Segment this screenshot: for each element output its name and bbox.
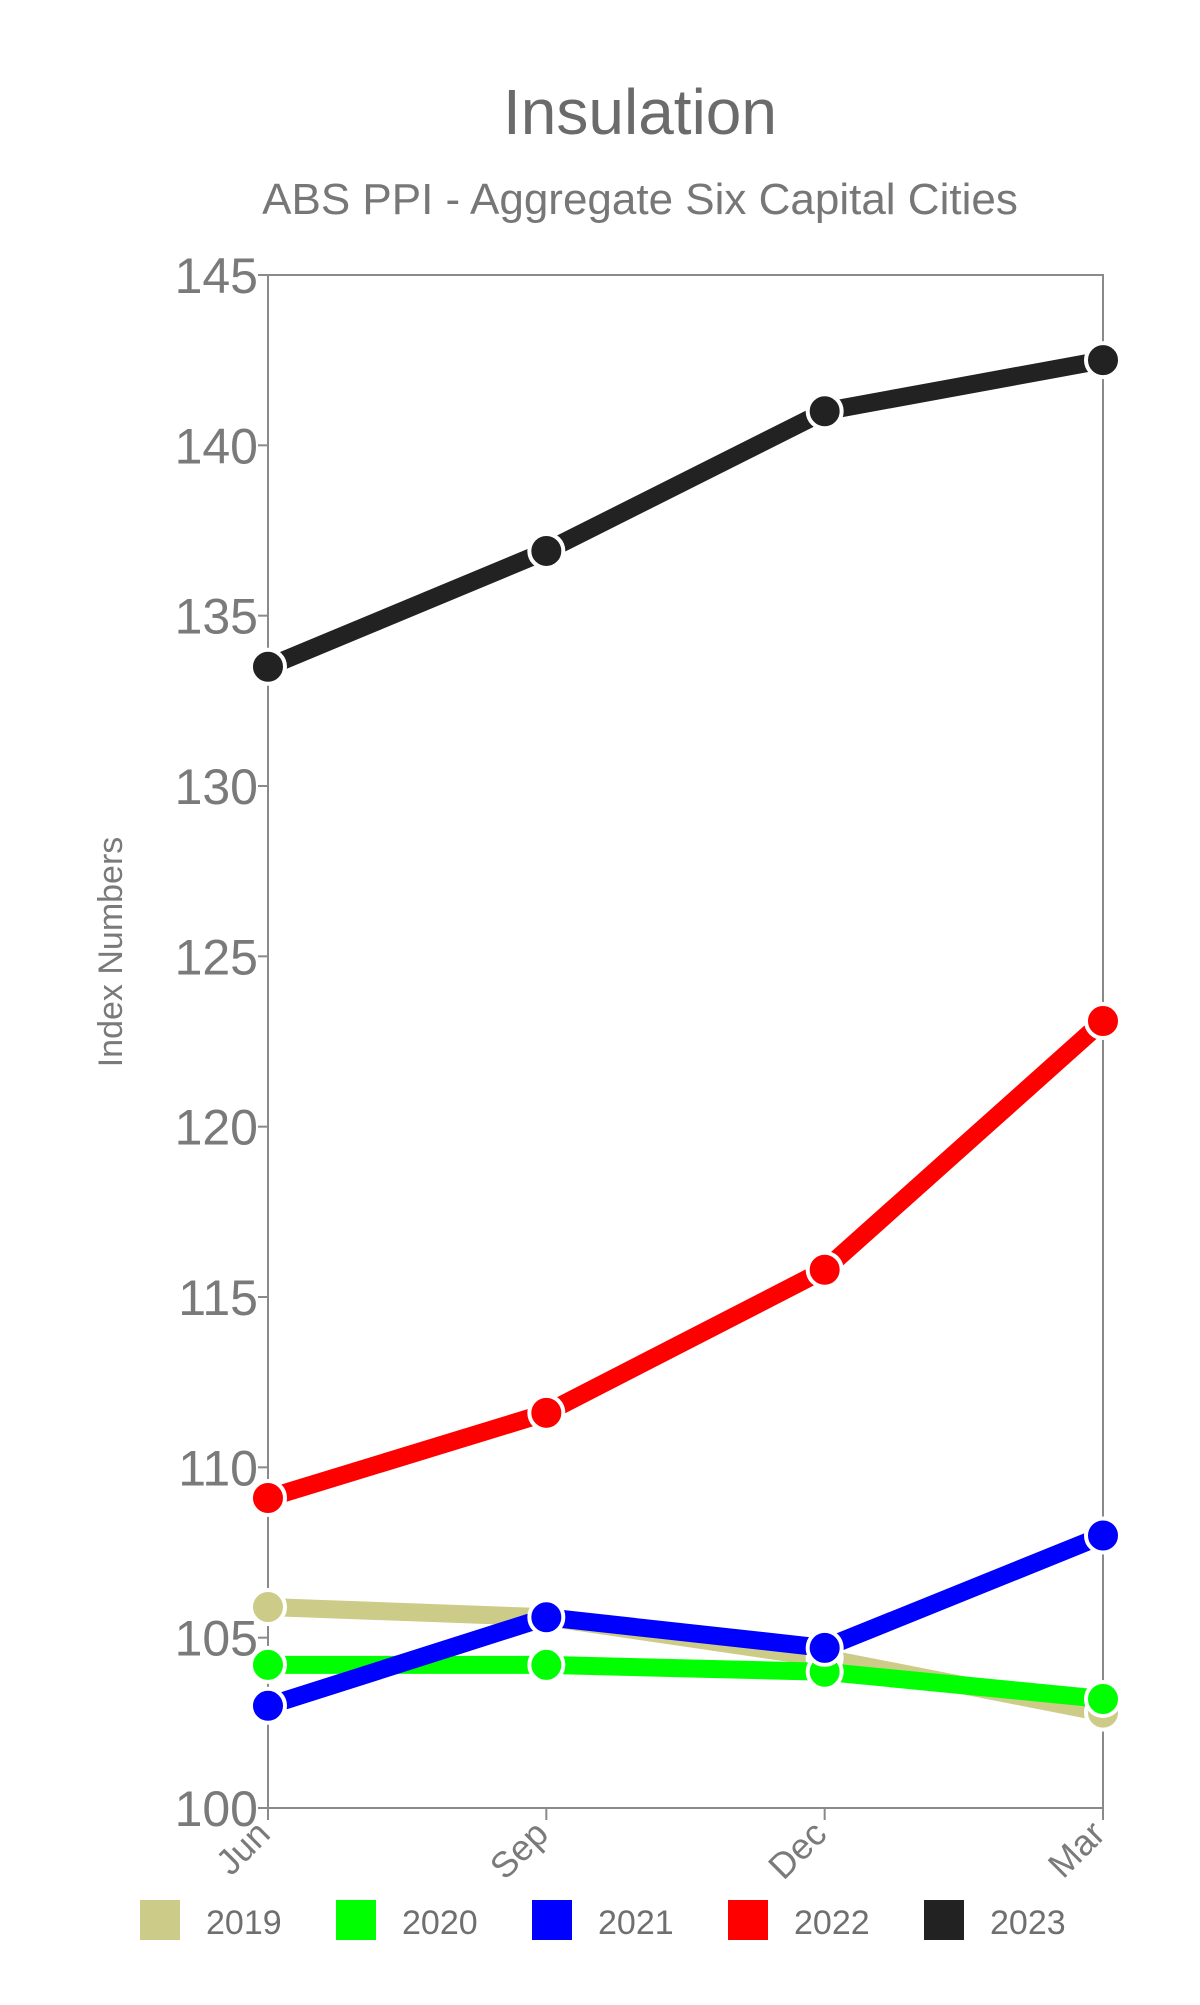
data-point[interactable] [527, 1393, 566, 1432]
legend-swatch [924, 1900, 964, 1940]
x-tick-label: Sep [482, 1813, 556, 1887]
data-point[interactable] [805, 1250, 844, 1289]
data-point[interactable] [527, 1598, 566, 1637]
legend-swatch [336, 1900, 376, 1940]
data-point[interactable] [249, 1645, 287, 1684]
legend-swatch [140, 1900, 180, 1940]
legend-label: 2020 [402, 1904, 478, 1942]
series-2022 [249, 1002, 1122, 1517]
legend-item[interactable]: 2022 [728, 1900, 870, 1942]
data-point[interactable] [1084, 1516, 1122, 1555]
y-axis-label: Index Numbers [92, 837, 130, 1068]
chart-title: Insulation [503, 76, 777, 148]
y-tick-label: 100 [175, 1781, 258, 1837]
data-point[interactable] [527, 1645, 566, 1684]
y-tick-label: 105 [175, 1611, 258, 1667]
data-point[interactable] [1084, 341, 1122, 380]
x-tick-label: Mar [1040, 1813, 1113, 1886]
legend-swatch [728, 1900, 768, 1940]
data-point[interactable] [249, 1686, 287, 1725]
series-2023 [249, 341, 1122, 686]
chart-subtitle: ABS PPI - Aggregate Six Capital Cities [262, 175, 1018, 224]
series-2020 [249, 1645, 1122, 1718]
x-tick-label: Dec [760, 1813, 834, 1887]
y-tick-label: 115 [178, 1270, 258, 1326]
data-point[interactable] [805, 392, 844, 431]
legend-item[interactable]: 2020 [336, 1900, 478, 1942]
data-point[interactable] [249, 647, 287, 686]
series-line [259, 1012, 1112, 1507]
legend-item[interactable]: 2021 [532, 1900, 674, 1942]
legend: 2019 2020 2021 2022 2023 [140, 1900, 1066, 1942]
data-point[interactable] [249, 1478, 287, 1517]
data-point[interactable] [805, 1628, 844, 1667]
y-tick-label: 110 [178, 1440, 258, 1496]
y-tick-label: 145 [175, 248, 258, 304]
data-point[interactable] [249, 1588, 287, 1627]
legend-item[interactable]: 2023 [924, 1900, 1066, 1942]
y-tick-label: 135 [175, 589, 258, 645]
data-point[interactable] [1084, 1679, 1122, 1718]
y-tick-label: 125 [175, 929, 258, 985]
series-line [259, 351, 1112, 676]
legend-item[interactable]: 2019 [140, 1900, 282, 1942]
legend-label: 2019 [206, 1904, 282, 1942]
data-point[interactable] [527, 531, 566, 570]
series-2021 [249, 1516, 1122, 1725]
y-tick-label: 120 [175, 1100, 258, 1156]
series-line [259, 1526, 1112, 1715]
legend-label: 2022 [794, 1904, 870, 1942]
legend-label: 2021 [598, 1904, 674, 1942]
legend-swatch [532, 1900, 572, 1940]
legend-label: 2023 [990, 1904, 1066, 1942]
y-tick-label: 140 [175, 418, 258, 474]
y-tick-label: 130 [175, 759, 258, 815]
series-lines [249, 341, 1122, 1732]
plot-frame [267, 274, 1104, 1809]
data-point[interactable] [1084, 1002, 1122, 1041]
